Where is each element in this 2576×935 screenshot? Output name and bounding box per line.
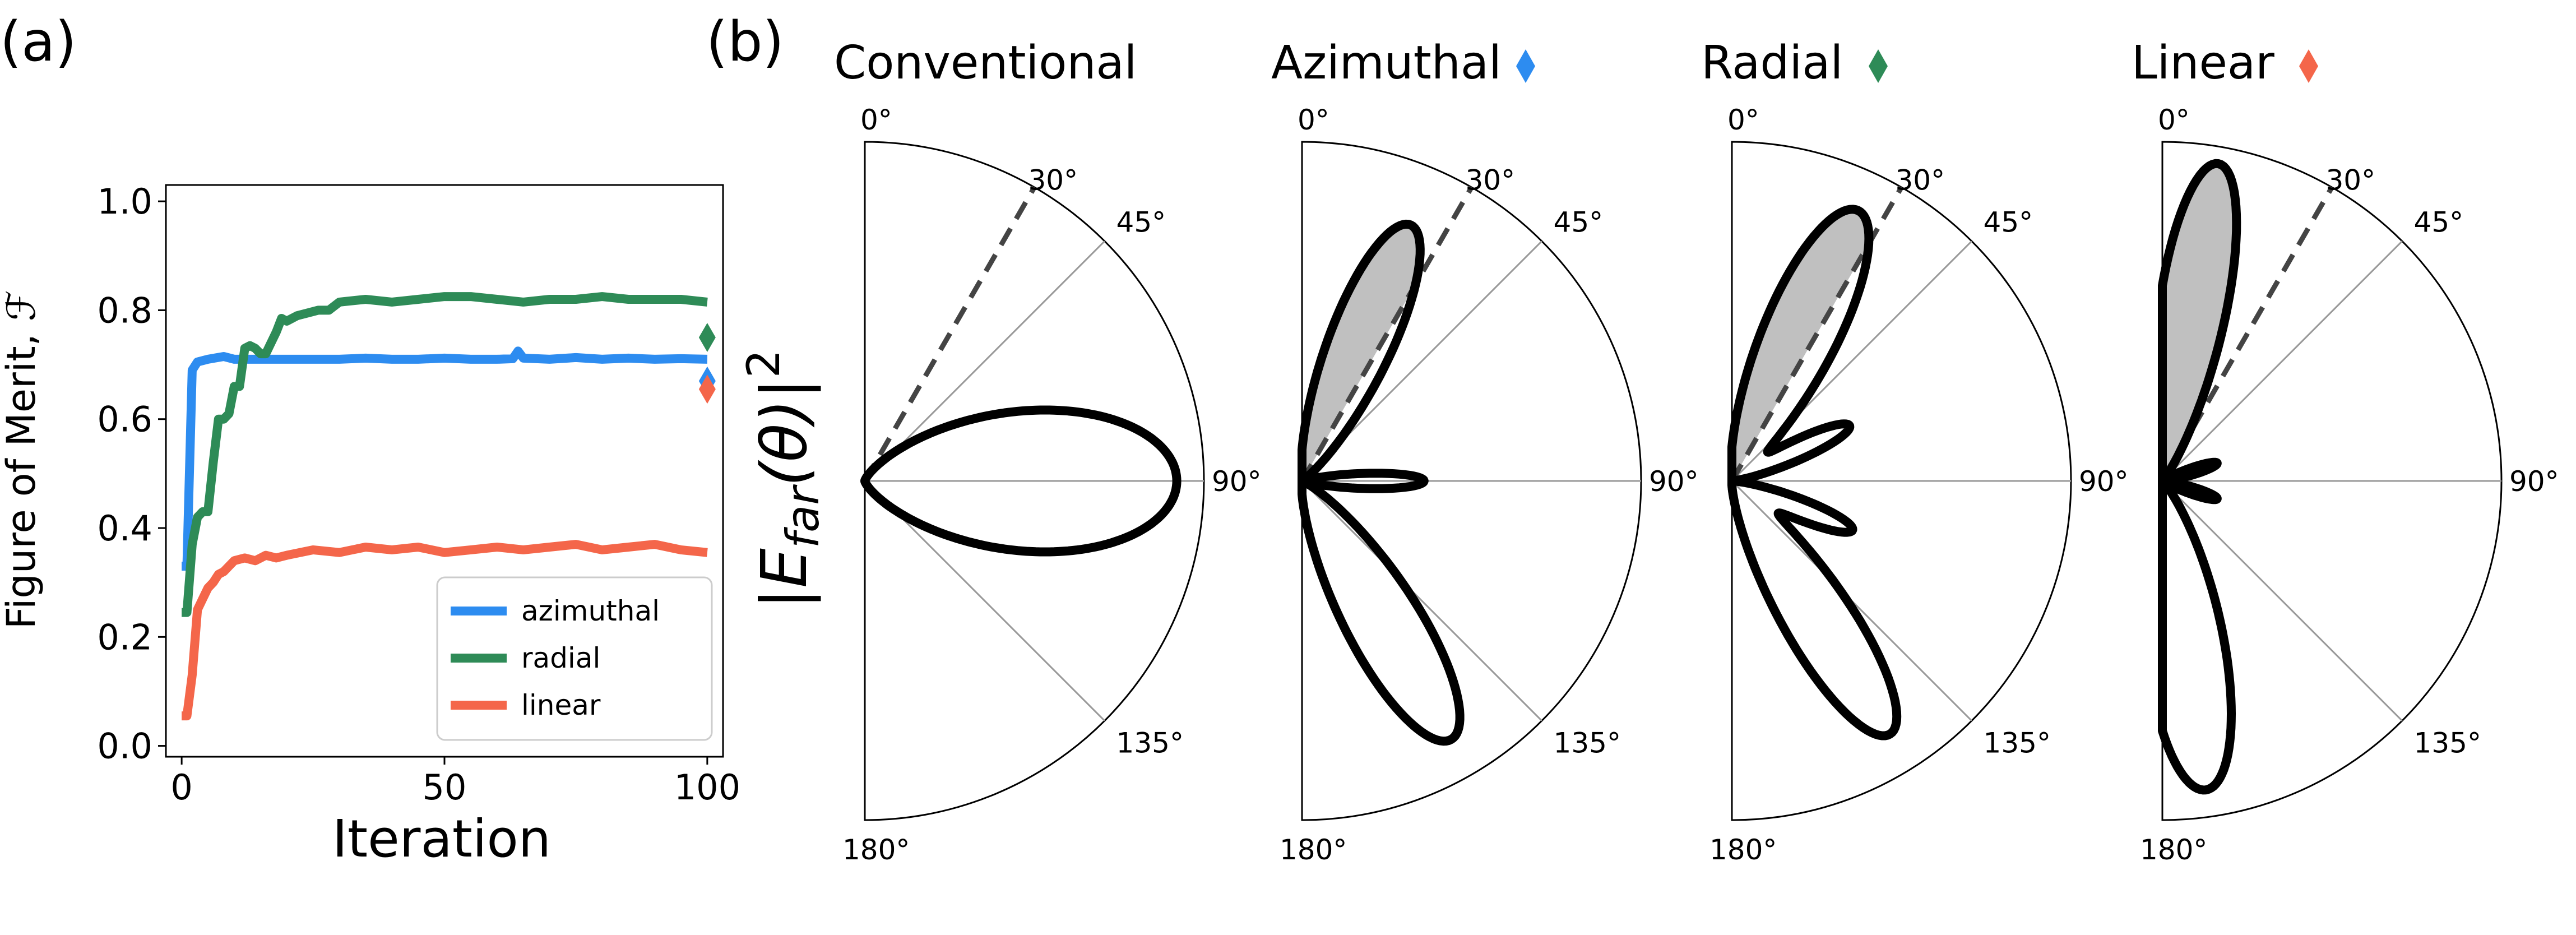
y-tick-label: 1.0: [97, 181, 152, 222]
angle-label-30: 30°: [1466, 164, 1516, 196]
polar-plot-conventional: 0° 30° 45° 90° 135° 180° Conventional: [834, 36, 1262, 866]
dashed-30-line: [2160, 186, 2334, 483]
polar-frame: [2161, 141, 2503, 821]
polar-plots: 0° 30° 45° 90° 135° 180° Conventional 0° 30° 45° 9…: [834, 36, 2559, 866]
legend-label-linear: linear: [521, 689, 601, 721]
shaded-lobe: [1302, 224, 1420, 481]
grid-spoke-45: [2161, 240, 2403, 482]
legend-label-radial: radial: [521, 642, 600, 674]
polar-title: Linear: [2132, 36, 2274, 90]
panel-a-label: (a): [0, 10, 77, 74]
y-tick-label: 0.0: [97, 726, 152, 767]
y-tick-label: 0.4: [97, 508, 152, 549]
x-tick-label: 50: [423, 767, 467, 808]
ylabel-rest: (θ)|: [748, 378, 821, 487]
angle-label-45: 45°: [1984, 206, 2033, 238]
radiation-pattern: [860, 405, 1182, 557]
title-marker-diamond: [2299, 49, 2318, 83]
angle-label-45: 45°: [1116, 206, 1166, 238]
x-axis: 0 50 100: [170, 757, 740, 808]
y-tick-label: 0.8: [97, 290, 152, 331]
series-line-radial: [182, 292, 708, 617]
ylabel-sub: far: [777, 484, 829, 548]
polar-frame: [1301, 141, 1642, 821]
angle-label-180: 180°: [2140, 834, 2207, 866]
series-lines: [182, 292, 708, 721]
angle-label-180: 180°: [1280, 834, 1347, 866]
x-tick-label: 0: [170, 767, 192, 808]
x-tick-label: 100: [674, 767, 740, 808]
polar-plot-azimuthal: 0° 30° 45° 90° 135° 180° Azimuthal: [1271, 36, 1699, 866]
y-tick-label: 0.6: [97, 399, 152, 440]
y-axis: 0.0 0.2 0.4 0.6 0.8 1.0: [97, 181, 166, 767]
polar-frame: [864, 141, 1205, 821]
angle-label-135: 135°: [1984, 727, 2051, 760]
polar-frame: [1731, 141, 2072, 821]
end-markers: [698, 323, 716, 404]
y-tick-label: 0.2: [97, 617, 152, 658]
angle-label-0: 0°: [860, 104, 892, 136]
x-axis-title: Iteration: [332, 809, 551, 869]
angle-label-30: 30°: [2326, 164, 2376, 196]
legend: azimuthal radial linear: [436, 576, 713, 741]
ylabel-sup: 2: [738, 349, 790, 378]
grid-spoke-135: [2161, 480, 2403, 721]
radiation-pattern: [1298, 219, 1465, 746]
angle-label-45: 45°: [1554, 206, 1604, 238]
title-marker-diamond: [1869, 49, 1888, 83]
dashed-30-line: [1300, 186, 1474, 483]
polar-plot-radial: 0° 30° 45° 90° 135° 180° Radial: [1701, 36, 2129, 866]
angle-label-90: 90°: [2509, 465, 2559, 498]
shaded-lobe: [1732, 209, 1869, 481]
polar-y-label: |Efar(θ)|2: [738, 349, 829, 609]
polar-title: Conventional: [834, 36, 1137, 90]
angle-label-135: 135°: [1554, 727, 1621, 760]
marker-radial: [698, 323, 716, 352]
fom-line-chart: 0.0 0.2 0.4 0.6 0.8 1.0 0 50 100 Figure of Meri…: [0, 181, 740, 869]
polar-title: Radial: [1701, 36, 1843, 90]
angle-label-0: 0°: [2158, 104, 2190, 136]
svg-text:|Efar(θ)|2: |Efar(θ)|2: [738, 349, 829, 609]
title-marker-diamond: [1516, 49, 1535, 83]
ylabel-main: |E: [748, 548, 821, 609]
legend-label-azimuthal: azimuthal: [521, 595, 660, 627]
marker-linear: [698, 374, 716, 404]
y-axis-title: Figure of Merit, ℱ: [0, 290, 44, 629]
angle-label-0: 0°: [1298, 104, 1329, 136]
angle-label-45: 45°: [2414, 206, 2464, 238]
angle-label-180: 180°: [842, 834, 910, 866]
series-line-linear: [182, 540, 708, 721]
grid-spoke-135: [1301, 480, 1542, 721]
angle-label-90: 90°: [1212, 465, 1262, 498]
angle-label-90: 90°: [1649, 465, 1699, 498]
panel-b-label: (b): [706, 10, 784, 74]
polar-title: Azimuthal: [1271, 36, 1502, 90]
angle-label-30: 30°: [1896, 164, 1945, 196]
shaded-lobe: [2162, 163, 2237, 481]
legend-box: [436, 576, 713, 741]
angle-label-135: 135°: [2414, 727, 2481, 760]
angle-label-135: 135°: [1116, 727, 1184, 760]
angle-label-0: 0°: [1727, 104, 1759, 136]
polar-plot-linear: 0° 30° 45° 90° 135° 180° Linear: [2132, 36, 2559, 866]
angle-label-30: 30°: [1028, 164, 1078, 196]
angle-label-90: 90°: [2079, 465, 2129, 498]
dashed-30-line: [863, 186, 1037, 483]
radiation-pattern: [1727, 205, 1902, 740]
series-line-azimuthal: [182, 346, 708, 571]
radiation-pattern: [2158, 159, 2241, 795]
angle-label-180: 180°: [1709, 834, 1777, 866]
